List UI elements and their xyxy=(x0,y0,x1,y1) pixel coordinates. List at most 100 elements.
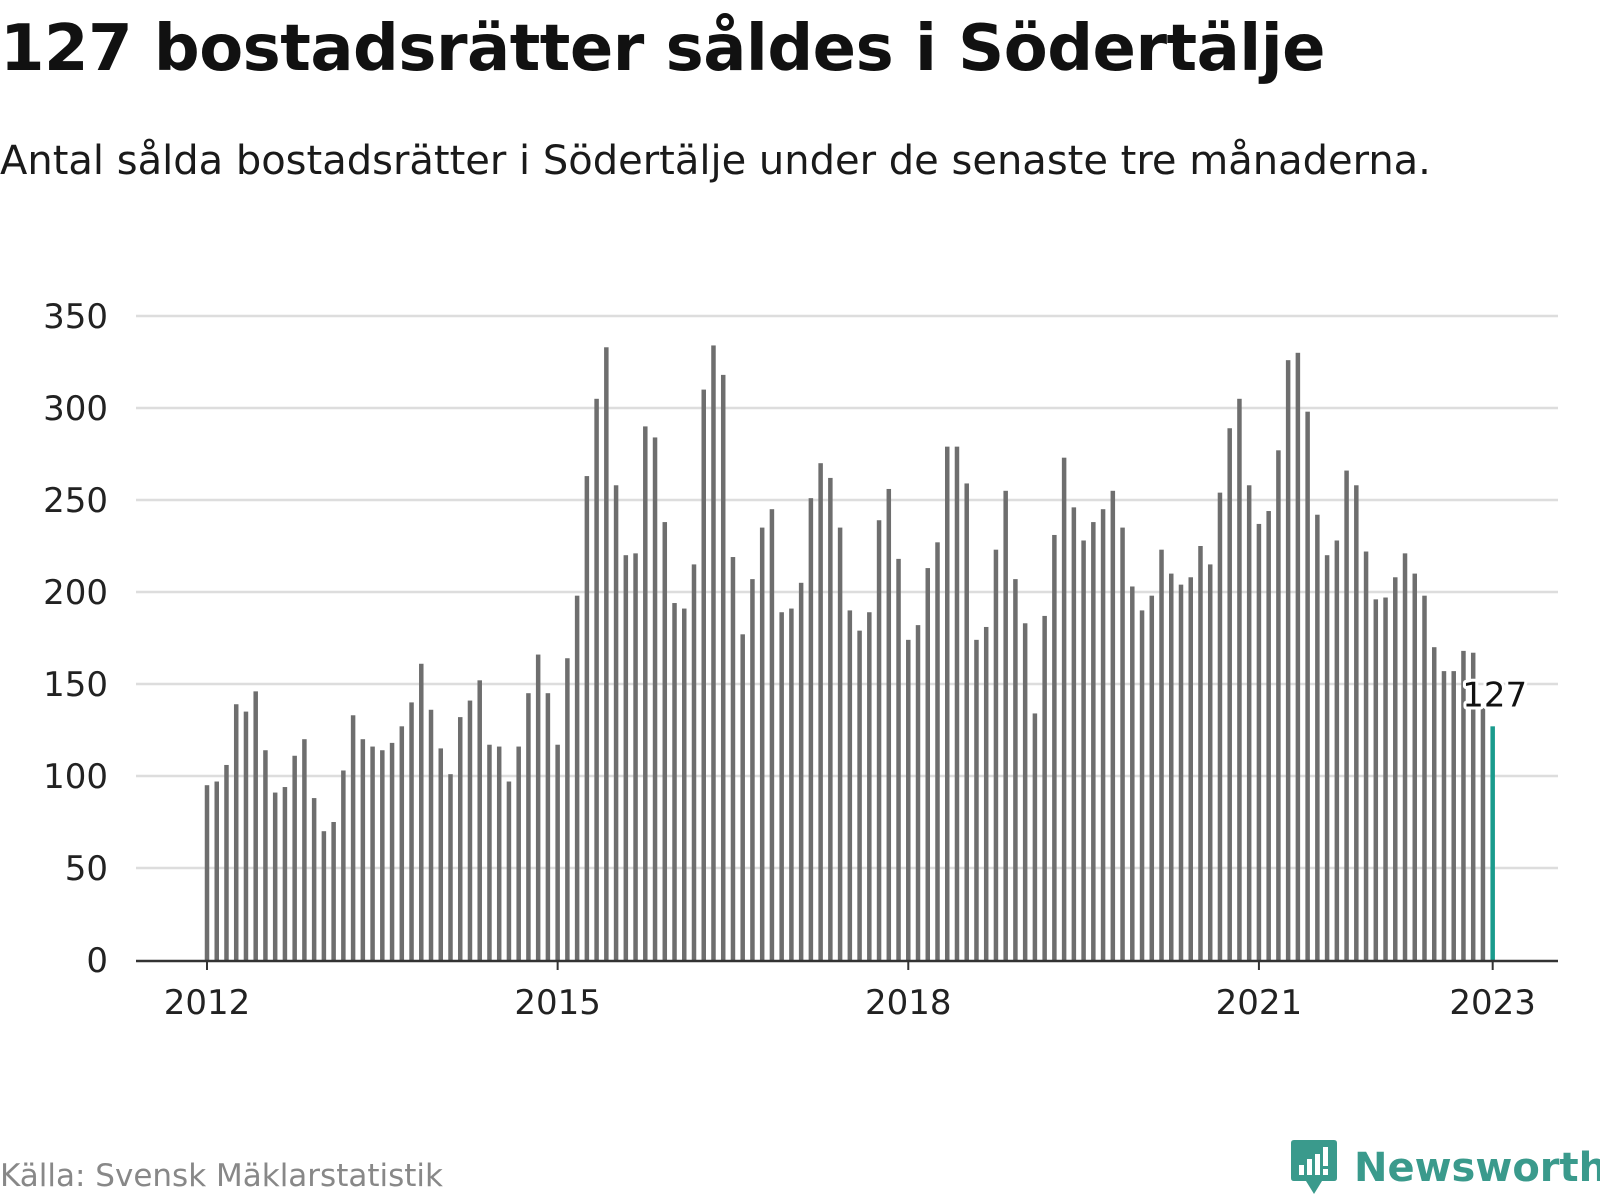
y-tick-label: 0 xyxy=(86,941,108,981)
bar xyxy=(1305,411,1310,960)
bar xyxy=(457,717,463,960)
bar xyxy=(1266,511,1271,960)
bar xyxy=(350,715,356,960)
bar xyxy=(409,702,414,960)
bar xyxy=(682,608,687,960)
bar xyxy=(535,654,541,960)
bar xyxy=(964,483,969,960)
bar xyxy=(1139,610,1145,960)
bar xyxy=(1003,490,1008,960)
bar xyxy=(896,558,901,960)
y-tick-label: 200 xyxy=(43,573,108,613)
bar xyxy=(944,446,950,960)
bar xyxy=(613,485,619,960)
bar xyxy=(672,603,677,960)
bar xyxy=(467,700,473,960)
y-tick-label: 50 xyxy=(65,849,108,889)
bar xyxy=(1061,457,1067,960)
bar xyxy=(1130,586,1135,960)
bar xyxy=(652,437,658,960)
bar xyxy=(1461,650,1466,960)
bar xyxy=(847,610,853,960)
bar xyxy=(282,787,288,960)
x-tick-label: 2018 xyxy=(865,983,952,1023)
chart-subtitle: Antal sålda bostadsrätter i Södertälje u… xyxy=(0,138,1431,184)
bar xyxy=(925,568,931,960)
bar xyxy=(477,680,482,960)
bar-latest xyxy=(1490,726,1495,960)
bar xyxy=(1237,398,1242,960)
bar xyxy=(526,693,531,960)
bar xyxy=(496,746,502,960)
bar xyxy=(1441,671,1447,960)
bar xyxy=(1315,514,1320,960)
bar xyxy=(1412,573,1418,960)
bar xyxy=(1071,507,1077,960)
bar xyxy=(448,774,453,960)
bar xyxy=(711,345,716,960)
bar xyxy=(1422,595,1427,960)
bar xyxy=(1354,485,1359,960)
bar xyxy=(954,446,960,960)
x-tick-label: 2015 xyxy=(514,983,601,1023)
bar xyxy=(233,704,239,960)
bar xyxy=(1383,597,1388,960)
bar xyxy=(321,831,327,960)
bar xyxy=(730,557,736,960)
bar xyxy=(1052,534,1057,960)
bar xyxy=(886,488,892,960)
bar xyxy=(419,663,424,960)
bar xyxy=(876,520,882,960)
bar xyxy=(1393,577,1398,960)
bar xyxy=(818,463,823,960)
data-labels: 127 xyxy=(1459,672,1530,718)
bar xyxy=(253,691,258,960)
bar xyxy=(487,744,492,960)
bar xyxy=(867,612,872,960)
source-note: Källa: Svensk Mäklarstatistik xyxy=(0,1158,443,1194)
latest-value-label: 127 xyxy=(1462,675,1527,715)
bar xyxy=(360,739,366,960)
bar xyxy=(1402,553,1408,960)
bar xyxy=(341,770,346,960)
bar xyxy=(584,476,590,960)
brand-name: Newsworthy xyxy=(1354,1145,1600,1191)
bar xyxy=(643,426,648,960)
bar xyxy=(1120,527,1125,960)
bar xyxy=(545,693,551,960)
bar xyxy=(292,755,297,960)
bar xyxy=(1169,573,1174,960)
bar xyxy=(1100,509,1106,960)
bar xyxy=(1246,485,1252,960)
bar xyxy=(272,792,278,960)
x-tick-label: 2023 xyxy=(1449,983,1536,1023)
bar xyxy=(302,739,307,960)
bar xyxy=(1480,707,1486,960)
bar xyxy=(1431,647,1437,960)
bar xyxy=(428,709,434,960)
bar xyxy=(574,595,580,960)
newsworthy-logo-icon xyxy=(1291,1140,1337,1194)
bar xyxy=(1149,595,1155,960)
y-tick-label: 100 xyxy=(43,757,108,797)
bar xyxy=(1013,579,1018,960)
brand-logo[interactable]: Newsworthy xyxy=(1290,1138,1600,1198)
bar xyxy=(1188,577,1193,960)
bar xyxy=(740,634,745,960)
bar xyxy=(808,498,814,960)
y-tick-label: 350 xyxy=(43,297,108,337)
bar xyxy=(555,744,560,960)
bar xyxy=(983,626,989,960)
bar xyxy=(370,746,375,960)
y-axis-ticks: 0 50 100 150 200 250 300 350 xyxy=(43,297,108,981)
bar xyxy=(769,509,775,960)
bar xyxy=(935,542,940,960)
bar xyxy=(974,639,979,960)
bar xyxy=(1363,551,1369,960)
bar xyxy=(857,630,862,960)
bar xyxy=(516,746,521,960)
bar xyxy=(1217,492,1223,960)
bar xyxy=(311,798,317,960)
bar xyxy=(1295,352,1301,960)
